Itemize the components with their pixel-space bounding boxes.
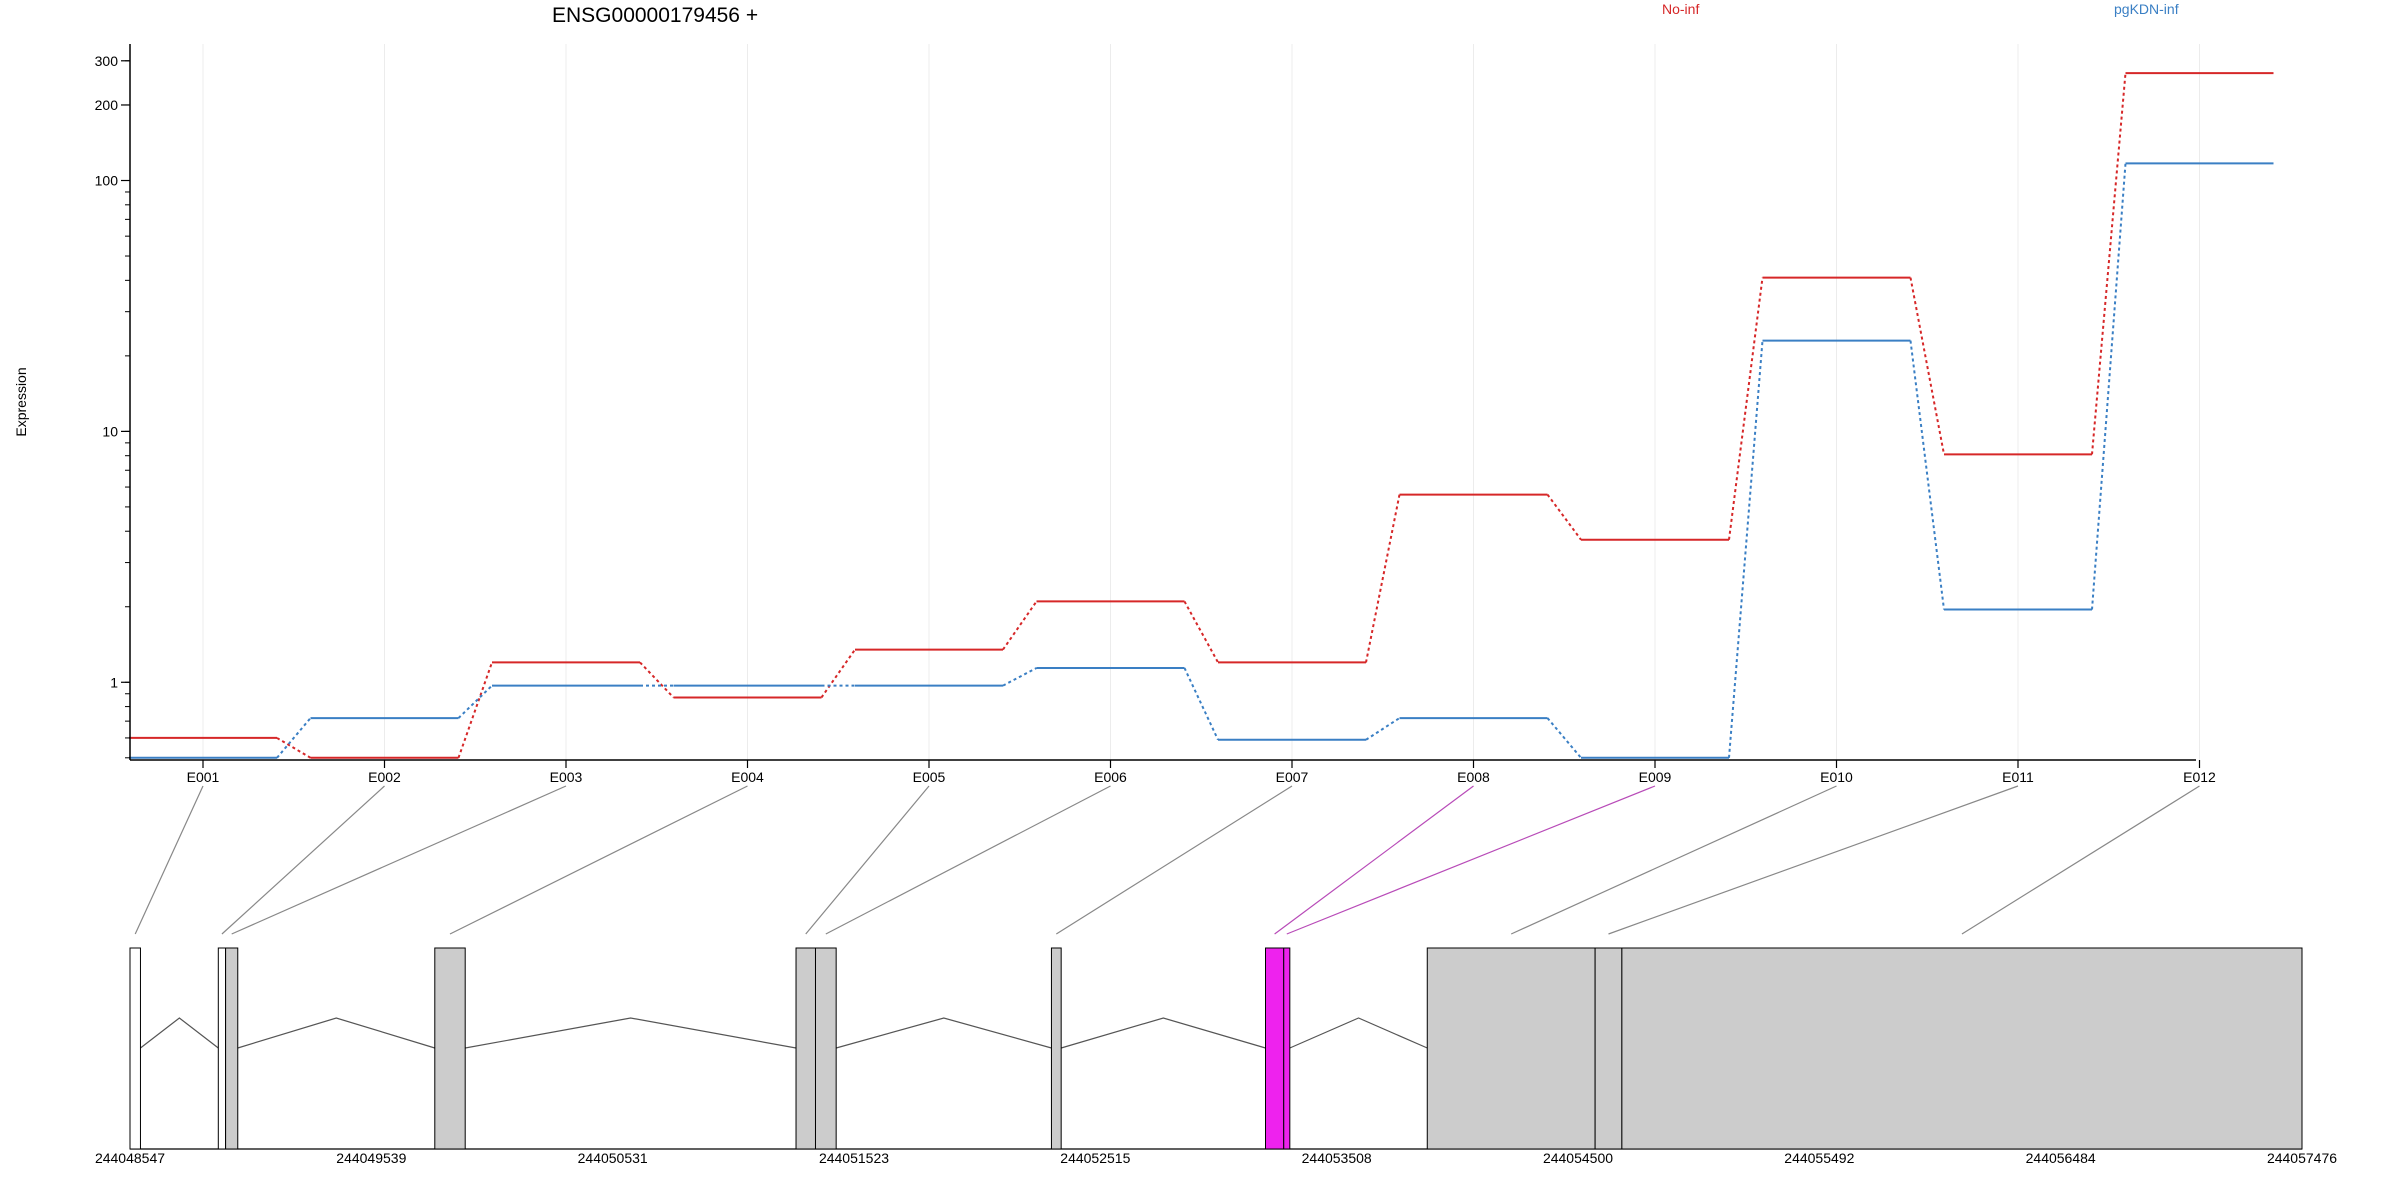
y-tick-label: 300	[95, 53, 119, 69]
x-tick-label: E001	[187, 769, 220, 785]
coordinate-label: 244053508	[1302, 1150, 1372, 1166]
intron-line	[836, 1017, 1052, 1049]
exon-connector	[1608, 785, 2019, 935]
coordinate-label: 244051523	[819, 1150, 889, 1166]
exon-e002	[217, 947, 227, 1150]
intron-line	[1289, 1017, 1428, 1049]
x-tick-label: E006	[1094, 769, 1127, 785]
exon-connector	[825, 785, 1111, 935]
series-connector	[1546, 493, 1582, 541]
x-tick-label: E007	[1276, 769, 1309, 785]
series-connector	[1365, 717, 1401, 741]
coordinate-label: 244050531	[578, 1150, 648, 1166]
intron-line	[140, 1017, 219, 1049]
exon-e003	[225, 947, 239, 1150]
series-pgkdn-inf	[129, 162, 2274, 759]
y-tick-label: 10	[102, 423, 118, 439]
x-tick-label: E008	[1457, 769, 1490, 785]
x-tick-label: E010	[1820, 769, 1853, 785]
x-tick-label: E003	[550, 769, 583, 785]
legend-no-inf: No-inf	[1662, 1, 1699, 17]
series-connector	[276, 737, 312, 759]
exon-connector-lines	[134, 785, 2200, 935]
x-tick-label: E011	[2002, 769, 2034, 785]
axes: 1 10 100 200 300 E001 E002 E003 E004 E005 E006 E007…	[95, 44, 2216, 785]
intron-line	[237, 1017, 435, 1049]
series-connector	[1183, 667, 1219, 741]
exon-connector	[449, 785, 748, 935]
series-connector	[1909, 340, 1945, 610]
series-connector	[276, 717, 312, 759]
series-connector	[1002, 600, 1038, 651]
exon-connector	[1274, 785, 1474, 935]
exon-e011	[1594, 947, 1623, 1150]
coordinate-label: 244056484	[2026, 1150, 2096, 1166]
series-no-inf	[129, 72, 2274, 759]
series-connector	[1728, 340, 1764, 758]
x-tick-label: E004	[731, 769, 764, 785]
x-tick-label: E002	[368, 769, 401, 785]
exon-connector	[1961, 785, 2200, 935]
series-connector	[639, 661, 675, 699]
coordinate-label: 244055492	[1784, 1150, 1854, 1166]
x-tick-label: E009	[1639, 769, 1672, 785]
series-connector	[1546, 717, 1582, 759]
intron-line	[1061, 1017, 1266, 1049]
y-tick-label: 1	[110, 674, 118, 690]
y-tick-label: 100	[95, 172, 119, 188]
coordinate-label: 244054500	[1543, 1150, 1613, 1166]
coordinate-label: 244049539	[336, 1150, 406, 1166]
series-connector	[457, 684, 493, 719]
exon-connector	[1055, 785, 1293, 935]
exon-connector	[134, 785, 204, 935]
exon-e010	[1426, 947, 1596, 1150]
exon-e009	[1283, 947, 1291, 1150]
exon-e008	[1265, 947, 1285, 1150]
exon-e012	[1621, 947, 2303, 1150]
series-connector	[2091, 72, 2127, 455]
series-connector	[1183, 600, 1219, 663]
exon-connector	[805, 785, 930, 935]
exon-e001	[129, 947, 141, 1150]
coordinate-label: 244048547	[95, 1150, 165, 1166]
exon-connector	[231, 785, 567, 935]
gene-model: 244048547 244049539 244050531 244051523 2440…	[95, 947, 2337, 1166]
series-connector	[457, 662, 493, 759]
coordinate-label: 244057476	[2267, 1150, 2337, 1166]
coordinate-label: 244052515	[1060, 1150, 1130, 1166]
exon-e006	[814, 947, 837, 1150]
y-axis-label: Expression	[13, 367, 29, 436]
series-connector	[1002, 667, 1037, 687]
chart-title: ENSG00000179456 +	[552, 4, 758, 27]
legend-pgkdn-inf: pgKDN-inf	[2114, 1, 2179, 17]
exon-e004	[434, 947, 466, 1150]
exon-e007	[1050, 947, 1062, 1150]
exon-connector	[1510, 785, 1837, 935]
exon-e005	[795, 947, 816, 1150]
series-connector	[2091, 163, 2127, 610]
grid-lines	[202, 44, 2200, 760]
exon-connector	[221, 785, 385, 935]
series-connector	[820, 649, 856, 699]
series-lines	[129, 72, 2274, 759]
intron-line	[465, 1017, 797, 1049]
series-connector	[1365, 494, 1401, 663]
series-connector	[1728, 277, 1764, 540]
x-tick-label: E012	[2183, 769, 2216, 785]
y-tick-label: 200	[95, 97, 119, 113]
x-tick-label: E005	[913, 769, 946, 785]
series-connector	[1909, 277, 1945, 455]
exon-connector	[1286, 785, 1656, 935]
